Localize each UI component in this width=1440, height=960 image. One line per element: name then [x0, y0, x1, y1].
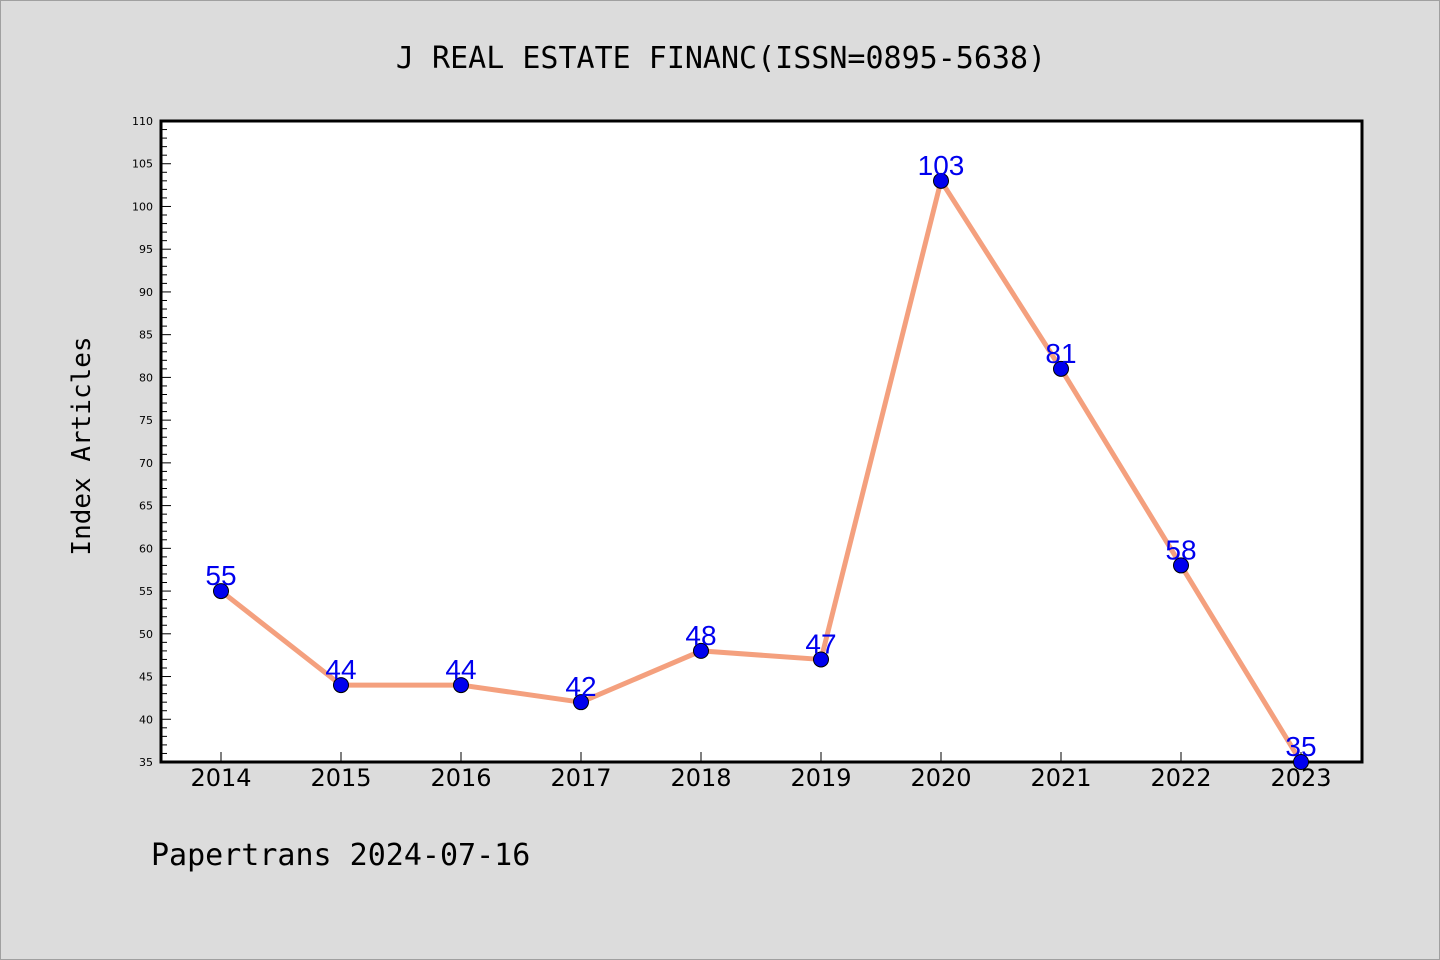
data-label: 42	[565, 671, 596, 702]
x-tick-label: 2018	[670, 764, 731, 792]
x-tick-label: 2016	[430, 764, 491, 792]
series-line	[218, 178, 1304, 765]
x-axis-ticks: 2014 2015 2016 2017 2018 2019 2020 2021 2022 2023	[190, 752, 1332, 792]
x-tick-label: 2014	[190, 764, 251, 792]
y-tick-label: 85	[139, 329, 153, 342]
y-axis-label: Index Articles	[67, 336, 97, 555]
data-point-marker	[453, 677, 469, 694]
data-label: 47	[805, 628, 836, 659]
y-tick-label: 55	[139, 585, 153, 598]
data-point-marker	[933, 172, 949, 189]
y-tick-label: 60	[139, 542, 153, 555]
data-point-marker	[333, 677, 349, 694]
series-line-group	[218, 178, 1304, 765]
y-tick-label: 95	[139, 243, 153, 256]
data-point-marker	[1293, 754, 1309, 770]
y-tick-label: 100	[132, 200, 153, 213]
y-tick-label: 35	[139, 756, 153, 769]
data-point-marker	[213, 583, 229, 600]
data-label: 44	[445, 654, 476, 685]
chart-title: J REAL ESTATE FINANC(ISSN=0895-5638)	[396, 41, 1046, 76]
x-tick-label: 2021	[1030, 764, 1091, 792]
x-tick-label: 2022	[1150, 764, 1211, 792]
data-point-marker	[1173, 557, 1189, 574]
x-tick-label: 2017	[550, 764, 611, 792]
y-tick-label: 70	[139, 457, 153, 470]
y-tick-label: 50	[139, 628, 153, 641]
y-tick-label: 110	[132, 115, 153, 128]
series-markers	[213, 172, 1309, 770]
x-tick-label: 2019	[790, 764, 851, 792]
data-label: 81	[1045, 338, 1076, 369]
y-tick-label: 75	[139, 414, 153, 427]
data-label: 48	[685, 620, 716, 651]
y-tick-label: 105	[132, 158, 153, 171]
y-axis-ticks: 35 40 45 50 55 60 65 70 75 80 85 90 95 100 105 110	[132, 115, 171, 769]
data-point-marker	[813, 651, 829, 668]
y-tick-label: 45	[139, 671, 153, 684]
data-label: 44	[325, 654, 356, 685]
y-tick-label: 90	[139, 286, 153, 299]
y-tick-label: 80	[139, 371, 153, 384]
data-label: 35	[1285, 731, 1316, 762]
x-tick-label: 2020	[910, 764, 971, 792]
data-point-marker	[693, 642, 709, 659]
data-label: 55	[205, 560, 236, 591]
data-labels: 55 44 44 42 48 47 103 81 58 35	[205, 150, 1316, 762]
footer-credit: Papertrans 2024-07-16	[151, 838, 530, 873]
y-tick-label: 40	[139, 713, 153, 726]
data-label: 103	[918, 150, 965, 181]
x-tick-label: 2015	[310, 764, 371, 792]
y-tick-label: 65	[139, 500, 153, 513]
data-point-marker	[1053, 360, 1069, 377]
data-label: 58	[1165, 534, 1196, 565]
data-point-marker	[573, 694, 589, 711]
